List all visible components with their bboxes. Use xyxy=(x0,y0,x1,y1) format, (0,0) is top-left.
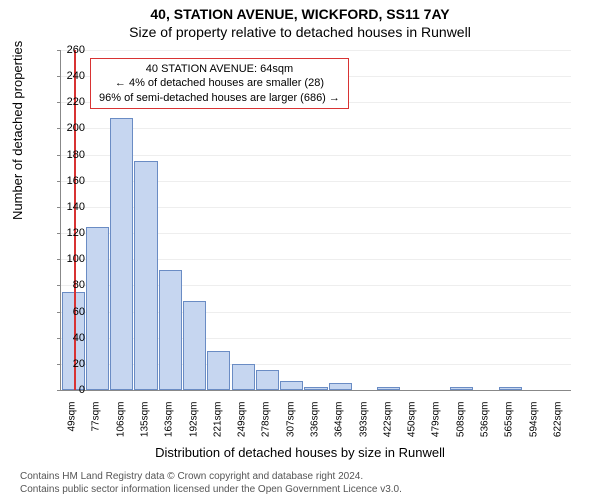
bar xyxy=(207,351,230,390)
y-tick-label: 260 xyxy=(55,44,85,56)
x-tick-label: 135sqm xyxy=(140,402,151,438)
attribution-line-1: Contains HM Land Registry data © Crown c… xyxy=(20,470,402,483)
x-tick-label: 77sqm xyxy=(91,402,102,432)
x-tick-label: 393sqm xyxy=(358,402,369,438)
x-tick-label: 163sqm xyxy=(164,402,175,438)
x-tick-label: 536sqm xyxy=(480,402,491,438)
y-tick-label: 160 xyxy=(55,175,85,187)
chart-title: 40, STATION AVENUE, WICKFORD, SS11 7AY xyxy=(0,6,600,22)
x-tick-label: 508sqm xyxy=(455,402,466,438)
annotation-line: 40 STATION AVENUE: 64sqm xyxy=(99,62,340,76)
bar xyxy=(329,383,352,390)
y-tick-label: 40 xyxy=(55,332,85,344)
bar xyxy=(110,118,133,390)
x-tick-label: 192sqm xyxy=(188,402,199,438)
bar xyxy=(377,387,400,390)
x-tick-label: 49sqm xyxy=(67,402,78,432)
y-axis-label: Number of detached properties xyxy=(10,41,25,220)
x-tick-label: 336sqm xyxy=(310,402,321,438)
x-tick-label: 622sqm xyxy=(552,402,563,438)
attribution-line-2: Contains public sector information licen… xyxy=(20,483,402,496)
x-tick-label: 422sqm xyxy=(382,402,393,438)
y-tick-label: 220 xyxy=(55,96,85,108)
annotation-box: 40 STATION AVENUE: 64sqm← 4% of detached… xyxy=(90,58,349,109)
x-tick-label: 479sqm xyxy=(431,402,442,438)
x-tick-label: 364sqm xyxy=(334,402,345,438)
y-tick-label: 0 xyxy=(55,384,85,396)
x-tick-label: 307sqm xyxy=(285,402,296,438)
bar xyxy=(280,381,303,390)
chart-subtitle: Size of property relative to detached ho… xyxy=(0,24,600,40)
bar xyxy=(134,161,157,390)
bar xyxy=(450,387,473,390)
bar xyxy=(183,301,206,390)
y-tick-label: 100 xyxy=(55,253,85,265)
annotation-line: 96% of semi-detached houses are larger (… xyxy=(99,91,340,105)
gridline xyxy=(61,128,571,129)
x-tick-label: 249sqm xyxy=(237,402,248,438)
x-tick-label: 221sqm xyxy=(212,402,223,438)
bar xyxy=(232,364,255,390)
attribution-text: Contains HM Land Registry data © Crown c… xyxy=(20,470,402,496)
annotation-line: ← 4% of detached houses are smaller (28) xyxy=(99,76,340,90)
bar xyxy=(256,370,279,390)
gridline xyxy=(61,50,571,51)
x-tick-label: 450sqm xyxy=(407,402,418,438)
bar xyxy=(159,270,182,390)
bar xyxy=(499,387,522,390)
y-tick-label: 240 xyxy=(55,70,85,82)
y-tick-label: 200 xyxy=(55,122,85,134)
y-tick-label: 140 xyxy=(55,201,85,213)
x-tick-label: 106sqm xyxy=(115,402,126,438)
y-tick-label: 180 xyxy=(55,149,85,161)
bar xyxy=(86,227,109,390)
chart-container: 40, STATION AVENUE, WICKFORD, SS11 7AY S… xyxy=(0,0,600,500)
x-tick-label: 565sqm xyxy=(504,402,515,438)
x-tick-label: 594sqm xyxy=(528,402,539,438)
gridline xyxy=(61,155,571,156)
bar xyxy=(304,387,327,390)
y-tick-label: 120 xyxy=(55,227,85,239)
y-tick-label: 80 xyxy=(55,279,85,291)
y-tick-label: 60 xyxy=(55,306,85,318)
x-tick-label: 278sqm xyxy=(261,402,272,438)
y-tick-label: 20 xyxy=(55,358,85,370)
x-axis-label: Distribution of detached houses by size … xyxy=(0,445,600,460)
